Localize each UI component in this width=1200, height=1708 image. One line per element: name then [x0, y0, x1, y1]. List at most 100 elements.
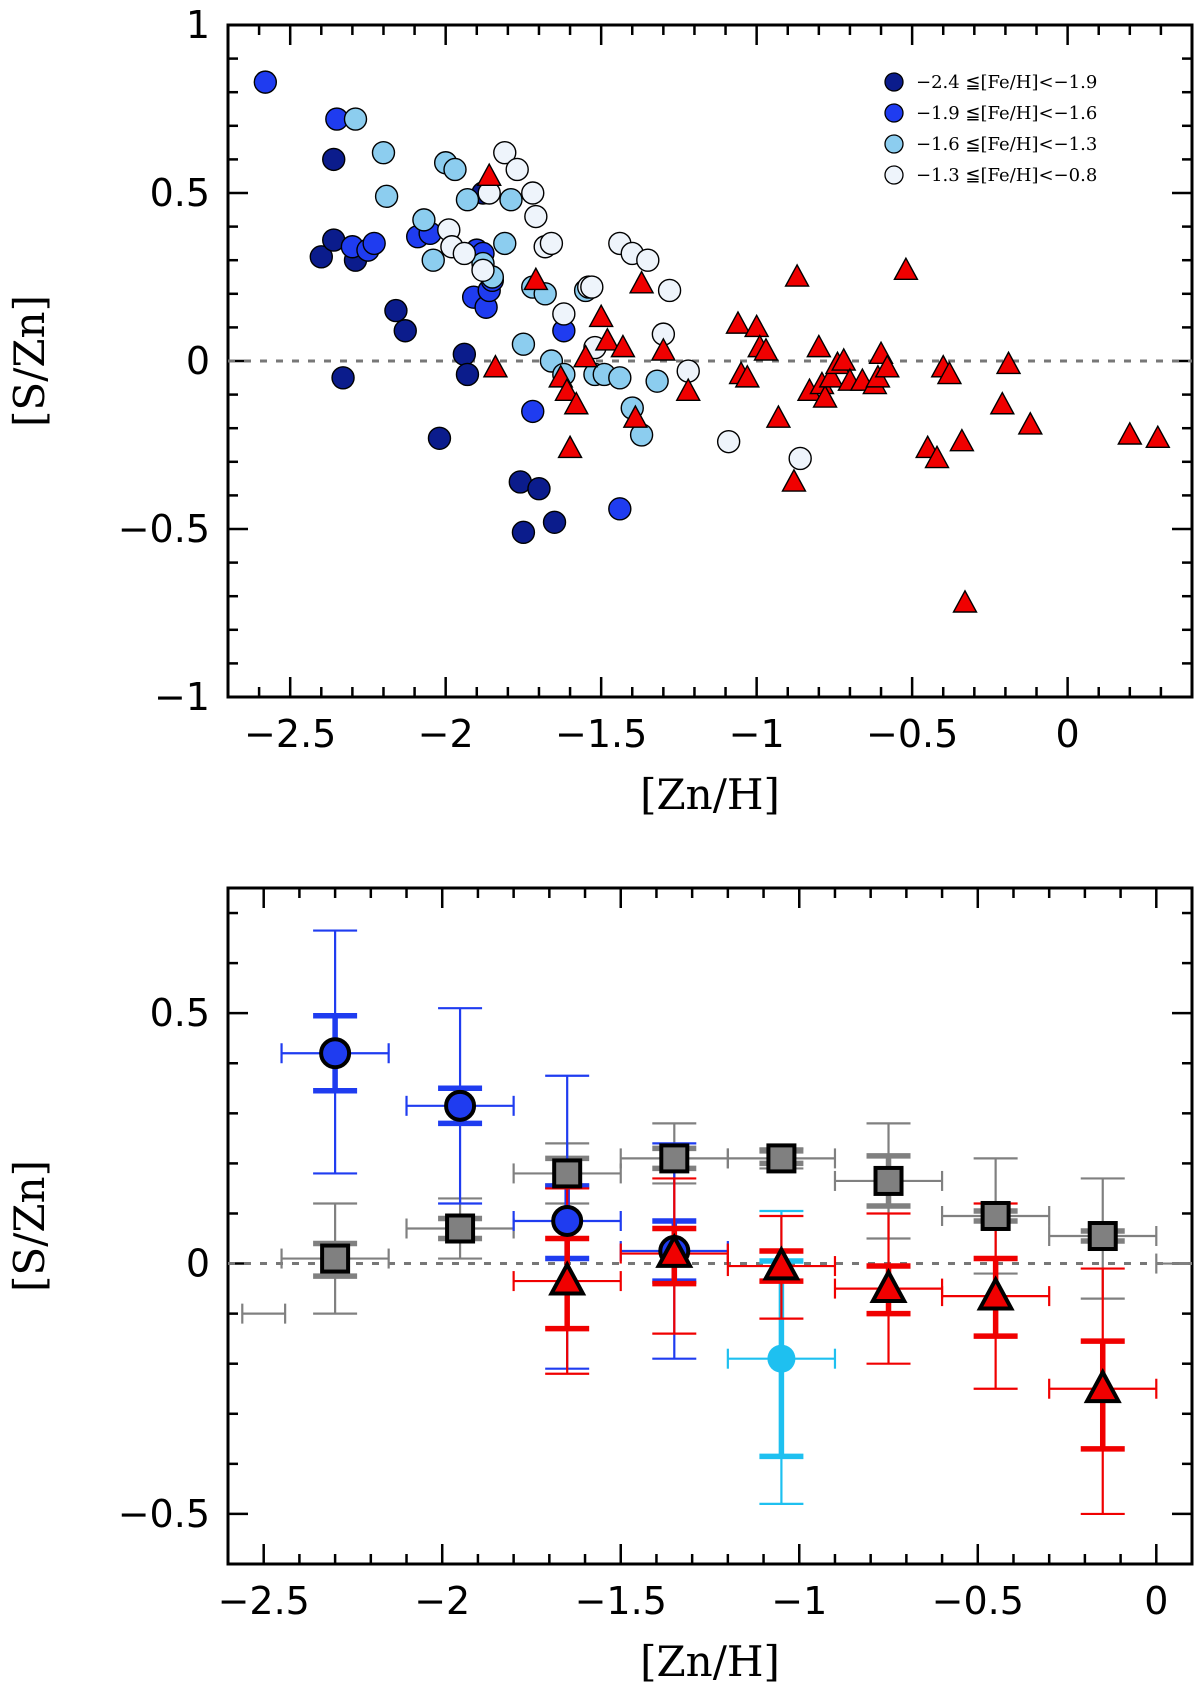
data-point-circle [788, 446, 812, 471]
data-point-circle [608, 497, 632, 521]
data-point-triangle [610, 333, 636, 358]
legend-marker [884, 103, 904, 123]
data-point-square [1087, 1221, 1118, 1252]
data-point-triangle [622, 404, 649, 428]
legend-label: −1.9 ≦[Fe/H]<−1.6 [916, 103, 1097, 124]
plot-area [253, 70, 1171, 613]
x-tick-label: −1.5 [555, 712, 647, 756]
data-point-circle [374, 184, 399, 209]
data-point-triangle [557, 434, 583, 459]
x-tick-label: −2 [418, 712, 474, 756]
plot-area [241, 929, 1192, 1516]
data-point-circle [309, 245, 333, 269]
data-point-triangle [806, 333, 832, 358]
data-point-triangle [936, 360, 963, 385]
y-axis-title: [S/Zn] [5, 295, 54, 427]
data-point-square [320, 1243, 351, 1274]
data-point-triangle [572, 344, 599, 368]
data-point-triangle [818, 364, 844, 388]
data-point-circle [455, 188, 480, 212]
data-point-circle [524, 204, 548, 229]
data-point-triangle [762, 1245, 801, 1281]
data-point-triangle [725, 310, 751, 334]
data-point-circle [645, 369, 669, 393]
data-point-triangle [734, 364, 760, 388]
data-point-circle [580, 275, 604, 299]
data-point-triangle [1145, 424, 1171, 449]
data-point-triangle [1117, 421, 1143, 445]
data-point-circle [511, 332, 536, 356]
data-point-square [873, 1165, 904, 1196]
data-point-circle [716, 429, 741, 454]
data-point-triangle [588, 303, 614, 328]
legend-label: −1.6 ≦[Fe/H]<−1.3 [916, 134, 1097, 155]
data-point-triangle [784, 263, 810, 287]
data-point-triangle [476, 162, 502, 186]
data-point-circle [322, 147, 346, 172]
y-axis-title: [S/Zn] [5, 1160, 54, 1292]
data-point-triangle [482, 354, 509, 378]
data-point-triangle [781, 468, 807, 492]
y-tick-label: −1 [154, 675, 210, 719]
data-point-circle [455, 362, 480, 387]
data-point-circle [493, 231, 517, 256]
y-tick-label: 0 [186, 1242, 210, 1286]
data-point-triangle [650, 337, 677, 361]
x-tick-label: −2.5 [218, 1579, 310, 1623]
x-tick-label: 0 [1056, 712, 1080, 756]
data-point-circle [384, 298, 408, 323]
y-tick-label: −0.5 [118, 1492, 210, 1536]
data-point-circle [551, 1204, 584, 1237]
data-point-triangle [812, 384, 838, 408]
data-point-triangle [1083, 1368, 1122, 1404]
data-point-circle [511, 520, 536, 545]
data-point-circle [362, 231, 386, 256]
data-point-triangle [995, 350, 1022, 375]
data-point-triangle [523, 266, 549, 291]
data-point-circle [393, 319, 417, 343]
legend-marker [884, 134, 904, 154]
y-tick-label: 1 [186, 3, 210, 47]
data-point-triangle [655, 1232, 694, 1268]
data-point-circle [253, 70, 278, 94]
data-point-circle [421, 248, 445, 272]
data-point-circle [452, 342, 477, 366]
data-point-circle [452, 241, 477, 266]
y-tick-label: −0.5 [118, 507, 210, 551]
data-point-triangle [976, 1275, 1015, 1311]
data-point-circle [343, 107, 368, 131]
y-tick-label: 0.5 [150, 171, 210, 215]
x-tick-label: −1 [729, 712, 785, 756]
data-point-square [552, 1158, 583, 1189]
data-point-triangle [594, 327, 621, 351]
data-point-triangle [563, 391, 589, 415]
data-point-circle [608, 366, 632, 390]
data-point-triangle [753, 337, 779, 361]
top-scatter-panel: −2.5 −2 −1.5 −1 −0.5 0 1 0.5 0 −0.5 −1 [Zn/H] [S/Zn]… [5, 3, 1194, 819]
data-point-square [766, 1143, 797, 1174]
y-tick-label: 0 [186, 339, 210, 383]
data-point-circle [493, 140, 517, 165]
x-tick-label: −1.5 [575, 1579, 667, 1623]
data-point-circle [499, 188, 523, 212]
data-point-triangle [1017, 411, 1043, 435]
data-point-circle [443, 157, 467, 182]
data-point-circle [319, 1037, 352, 1070]
data-point-circle [636, 248, 660, 272]
x-axis-title: [Zn/H] [640, 770, 780, 819]
data-point-circle [427, 426, 452, 450]
data-point-triangle [675, 377, 701, 402]
legend-label: −1.3 ≦[Fe/H]<−0.8 [916, 165, 1097, 186]
legend-marker [884, 165, 904, 185]
plot-frame [226, 886, 1194, 1566]
data-point-circle [542, 510, 567, 534]
data-point-triangle [952, 589, 978, 613]
data-point-triangle [554, 377, 580, 402]
data-point-triangle [989, 391, 1015, 415]
x-tick-label: −2 [414, 1579, 470, 1623]
data-point-circle [331, 366, 355, 390]
data-point-circle [521, 181, 545, 205]
bottom-errorbar-panel: −2.5 −2 −1.5 −1 −0.5 0 0.5 0 −0.5 [Zn/H] [S/Zn] [5, 886, 1194, 1686]
data-point-circle [552, 302, 576, 326]
x-tick-label: −1 [771, 1579, 827, 1623]
